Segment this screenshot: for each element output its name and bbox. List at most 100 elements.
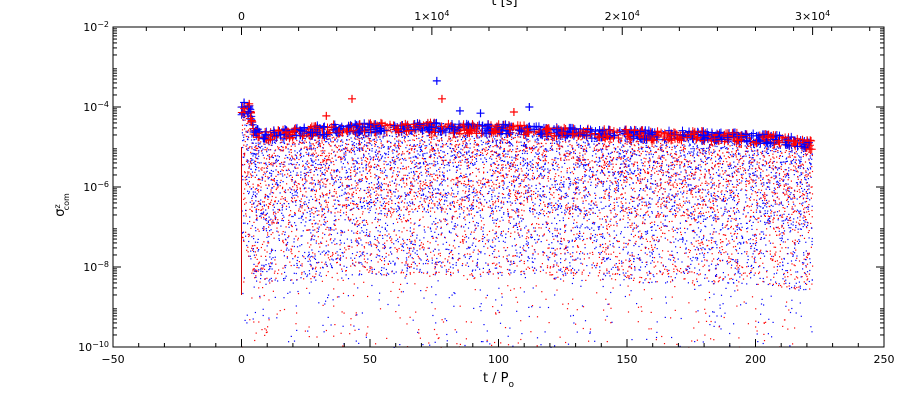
scatter-point <box>317 159 320 161</box>
scatter-point <box>422 158 425 160</box>
scatter-point <box>274 142 277 144</box>
scatter-point <box>422 216 424 218</box>
scatter-point <box>538 158 540 160</box>
scatter-point <box>294 166 296 168</box>
scatter-point <box>514 164 516 166</box>
scatter-point <box>360 239 362 241</box>
scatter-point <box>505 164 507 166</box>
scatter-point <box>751 264 753 266</box>
scatter-point <box>782 278 784 280</box>
scatter-point <box>559 189 561 191</box>
scatter-point <box>558 140 560 142</box>
scatter-point <box>587 191 590 193</box>
scatter-point <box>289 159 291 161</box>
scatter-point <box>512 145 514 147</box>
scatter-point <box>637 214 639 216</box>
scatter-point <box>342 157 344 159</box>
scatter-point <box>261 206 263 208</box>
scatter-point <box>686 192 688 194</box>
scatter-point <box>431 262 433 264</box>
scatter-point <box>506 139 508 141</box>
scatter-point <box>583 238 585 240</box>
scatter-point <box>490 164 492 166</box>
scatter-point <box>672 142 674 144</box>
scatter-point <box>791 206 793 208</box>
scatter-point <box>395 311 397 313</box>
scatter-point <box>569 207 571 209</box>
scatter-point <box>616 214 618 216</box>
scatter-point <box>586 169 588 171</box>
scatter-point <box>425 172 427 174</box>
scatter-point <box>260 278 262 280</box>
scatter-point <box>290 224 292 226</box>
scatter-point <box>320 179 322 181</box>
scatter-point <box>592 211 594 213</box>
scatter-point <box>413 167 415 169</box>
scatter-point <box>494 233 496 235</box>
scatter-point <box>584 247 586 249</box>
scatter-point <box>461 154 463 156</box>
scatter-point <box>632 165 635 167</box>
scatter-point <box>400 291 402 293</box>
scatter-point <box>752 181 754 183</box>
scatter-point <box>622 144 624 146</box>
scatter-point <box>309 210 311 212</box>
scatter-point <box>464 133 466 135</box>
scatter-point <box>439 206 441 208</box>
scatter-point <box>728 197 730 199</box>
scatter-point <box>546 223 548 225</box>
scatter-point <box>689 271 691 273</box>
scatter-point <box>384 228 386 230</box>
scatter-point <box>268 158 271 160</box>
scatter-point <box>515 148 517 150</box>
scatter-point <box>527 192 529 194</box>
scatter-point <box>744 189 747 191</box>
scatter-point <box>361 178 363 180</box>
scatter-point <box>392 152 394 154</box>
scatter-point <box>761 164 763 166</box>
scatter-point <box>735 154 737 156</box>
scatter-point <box>766 270 768 272</box>
scatter-point <box>678 198 681 200</box>
scatter-point <box>244 172 246 174</box>
scatter-point <box>251 171 254 173</box>
scatter-point <box>597 150 599 152</box>
scatter-point <box>270 169 272 172</box>
scatter-point <box>802 197 805 199</box>
scatter-point <box>643 157 645 159</box>
scatter-point <box>598 226 601 228</box>
scatter-point <box>754 256 756 258</box>
scatter-point <box>664 188 666 190</box>
scatter-point <box>811 240 813 243</box>
scatter-point <box>585 188 587 190</box>
scatter-point <box>359 144 361 146</box>
scatter-point <box>374 218 376 220</box>
scatter-point <box>655 265 657 267</box>
scatter-point <box>523 262 525 265</box>
scatter-point <box>244 203 246 205</box>
scatter-point <box>526 198 529 200</box>
scatter-point <box>590 237 592 239</box>
scatter-point <box>634 269 636 271</box>
scatter-point <box>262 314 264 317</box>
scatter-point <box>771 210 773 212</box>
scatter-point <box>793 264 795 266</box>
scatter-point <box>294 180 296 182</box>
scatter-point <box>608 160 610 162</box>
scatter-point <box>308 253 310 255</box>
scatter-point <box>323 163 325 165</box>
scatter-point <box>254 153 256 155</box>
scatter-point <box>394 145 396 147</box>
scatter-point <box>585 174 587 176</box>
scatter-point <box>388 254 390 256</box>
scatter-point <box>769 234 771 236</box>
scatter-point <box>575 273 577 275</box>
scatter-point <box>350 324 352 326</box>
scatter-point <box>620 163 622 165</box>
scatter-point <box>708 265 710 267</box>
scatter-point <box>736 180 738 183</box>
scatter-point <box>298 150 301 152</box>
scatter-point <box>370 140 372 142</box>
scatter-point <box>738 337 740 339</box>
scatter-point <box>424 152 426 155</box>
